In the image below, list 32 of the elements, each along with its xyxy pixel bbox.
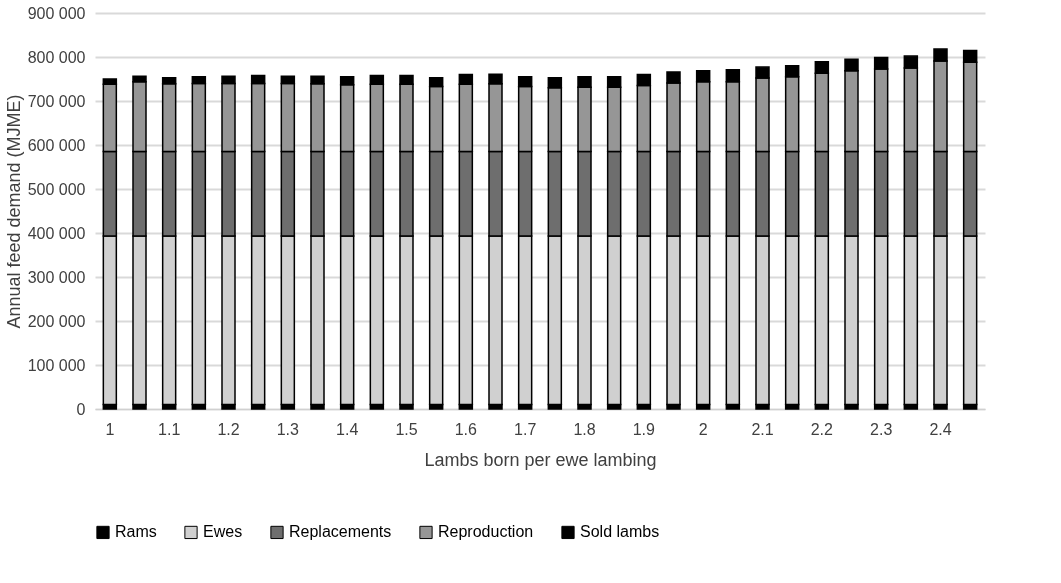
x-tick-label: 1.5 (395, 420, 418, 438)
x-tick-label: 1 (105, 420, 115, 438)
y-tick-label: 500 000 (27, 180, 86, 198)
x-tick-label: 1.1 (158, 420, 181, 438)
x-tick-label: 1.3 (276, 420, 300, 438)
x-tick-label: 1.2 (217, 420, 240, 438)
y-tick-label: 300 000 (27, 268, 86, 286)
x-tick-label: 1.6 (454, 420, 478, 438)
y-tick-label: 700 000 (27, 92, 86, 110)
legend-label: Reproduction (438, 523, 534, 541)
x-tick-label: 2.4 (929, 420, 952, 438)
x-tick-label: 2 (698, 420, 708, 438)
y-tick-label: 400 000 (27, 224, 86, 242)
y-tick-label: 900 000 (27, 4, 86, 22)
x-tick-label: 1.4 (336, 420, 359, 438)
x-axis-title: Lambs born per ewe lambing (424, 449, 657, 470)
y-tick-label: 0 (76, 400, 86, 418)
y-tick-label: 200 000 (27, 312, 86, 330)
legend-label: Rams (115, 523, 157, 541)
legend-label: Sold lambs (580, 523, 660, 541)
legend-label: Ewes (203, 523, 243, 541)
x-tick-label: 1.8 (573, 420, 596, 438)
x-tick-label: 2.3 (870, 420, 893, 438)
legend-label: Replacements (289, 523, 392, 541)
x-tick-label: 2.1 (751, 420, 774, 438)
y-axis-title: Annual feed demand (MJME) (3, 94, 24, 329)
y-tick-label: 100 000 (27, 356, 86, 374)
x-tick-label: 1.7 (514, 420, 537, 438)
y-tick-label: 800 000 (27, 48, 86, 66)
x-tick-label: 1.9 (632, 420, 656, 438)
x-tick-label: 2.2 (810, 420, 834, 438)
y-tick-label: 600 000 (27, 136, 86, 154)
